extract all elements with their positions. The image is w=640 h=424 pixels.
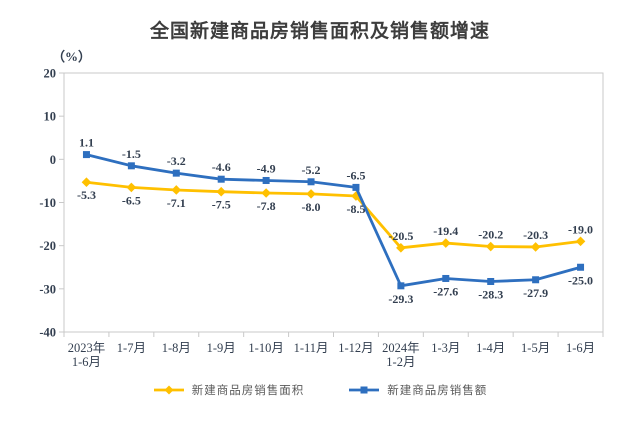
svg-text:-4.9: -4.9 bbox=[257, 161, 276, 175]
legend-marker-sales-amount-icon bbox=[349, 386, 380, 394]
svg-text:-10: -10 bbox=[39, 196, 56, 210]
svg-text:-5.2: -5.2 bbox=[302, 163, 321, 177]
svg-text:-19.4: -19.4 bbox=[433, 224, 458, 238]
svg-text:-4.6: -4.6 bbox=[212, 160, 231, 174]
svg-text:1.1: 1.1 bbox=[79, 136, 94, 150]
svg-text:-6.5: -6.5 bbox=[346, 168, 365, 182]
svg-text:1-11月: 1-11月 bbox=[294, 341, 329, 355]
svg-text:1-3月: 1-3月 bbox=[431, 341, 460, 355]
y-axis: 20 10 0 -10 -20 -30 -40 bbox=[39, 67, 64, 340]
svg-text:1-5月: 1-5月 bbox=[521, 341, 550, 355]
line-chart: 20 10 0 -10 -20 -30 -40 2023年 1-6月 1-7月 1-8月 1-9月 1-… bbox=[39, 67, 604, 369]
legend-item-sales-amount: 新建商品房销售额 bbox=[348, 382, 487, 398]
chart-title: 全国新建商品房销售面积及销售额增速 bbox=[149, 21, 490, 42]
svg-text:-20.3: -20.3 bbox=[523, 228, 548, 242]
svg-text:1-6月: 1-6月 bbox=[566, 341, 595, 355]
svg-text:-29.3: -29.3 bbox=[388, 292, 413, 306]
svg-text:-7.1: -7.1 bbox=[167, 196, 186, 210]
legend-label-sales-amount: 新建商品房销售额 bbox=[387, 385, 488, 397]
svg-text:-8.5: -8.5 bbox=[346, 202, 365, 216]
svg-text:1-4月: 1-4月 bbox=[476, 341, 505, 355]
svg-text:-25.0: -25.0 bbox=[568, 273, 593, 287]
data-labels: 1.1 -1.5 -3.2 -4.6 -4.9 -5.2 -6.5 -29.3 -27.6 -28… bbox=[79, 136, 593, 306]
svg-text:-27.9: -27.9 bbox=[523, 286, 548, 300]
svg-text:-27.6: -27.6 bbox=[433, 284, 458, 298]
svg-text:10: 10 bbox=[44, 110, 57, 124]
svg-text:1-9月: 1-9月 bbox=[207, 341, 236, 355]
svg-text:-1.5: -1.5 bbox=[122, 147, 141, 161]
svg-text:-7.5: -7.5 bbox=[212, 198, 231, 212]
svg-text:-3.2: -3.2 bbox=[167, 154, 186, 168]
svg-text:-28.3: -28.3 bbox=[478, 287, 503, 301]
svg-text:-20.2: -20.2 bbox=[478, 228, 503, 242]
svg-text:1-10月: 1-10月 bbox=[248, 341, 283, 355]
series-sales-area: -5.3 -6.5 -7.1 -7.5 -7.8 -8.0 -8.5 -20.5 -19.4 -2… bbox=[77, 177, 593, 253]
svg-text:0: 0 bbox=[50, 153, 56, 167]
legend-item-sales-area: 新建商品房销售面积 bbox=[153, 382, 305, 398]
svg-text:-20: -20 bbox=[39, 239, 56, 253]
svg-text:1-7月: 1-7月 bbox=[117, 341, 146, 355]
svg-text:1-12月: 1-12月 bbox=[338, 341, 373, 355]
chart-legend: 新建商品房销售面积 新建商品房销售额 bbox=[0, 382, 640, 398]
y-axis-unit-label: （%） bbox=[52, 49, 92, 64]
legend-marker-sales-area-icon bbox=[153, 385, 184, 395]
series-sales-amount: 1.1 -1.5 -3.2 -4.6 -4.9 -5.2 -6.5 -29.3 -27.6 -28… bbox=[79, 136, 593, 306]
svg-text:-30: -30 bbox=[39, 282, 56, 296]
svg-text:-40: -40 bbox=[39, 326, 56, 340]
svg-text:-8.0: -8.0 bbox=[302, 200, 321, 214]
data-labels: -5.3 -6.5 -7.1 -7.5 -7.8 -8.0 -8.5 -20.5 -19.4 -2… bbox=[77, 188, 593, 243]
x-axis: 2023年 1-6月 1-7月 1-8月 1-9月 1-10月 1-11月 1-12月 2024… bbox=[63, 332, 604, 369]
svg-text:20: 20 bbox=[44, 67, 57, 81]
legend-label-sales-area: 新建商品房销售面积 bbox=[191, 385, 305, 397]
svg-text:-7.8: -7.8 bbox=[257, 199, 276, 213]
svg-text:-5.3: -5.3 bbox=[77, 188, 96, 202]
svg-text:-20.5: -20.5 bbox=[388, 229, 413, 243]
svg-text:-19.0: -19.0 bbox=[568, 222, 593, 236]
svg-text:1-8月: 1-8月 bbox=[162, 341, 191, 355]
svg-text:-6.5: -6.5 bbox=[122, 193, 141, 207]
